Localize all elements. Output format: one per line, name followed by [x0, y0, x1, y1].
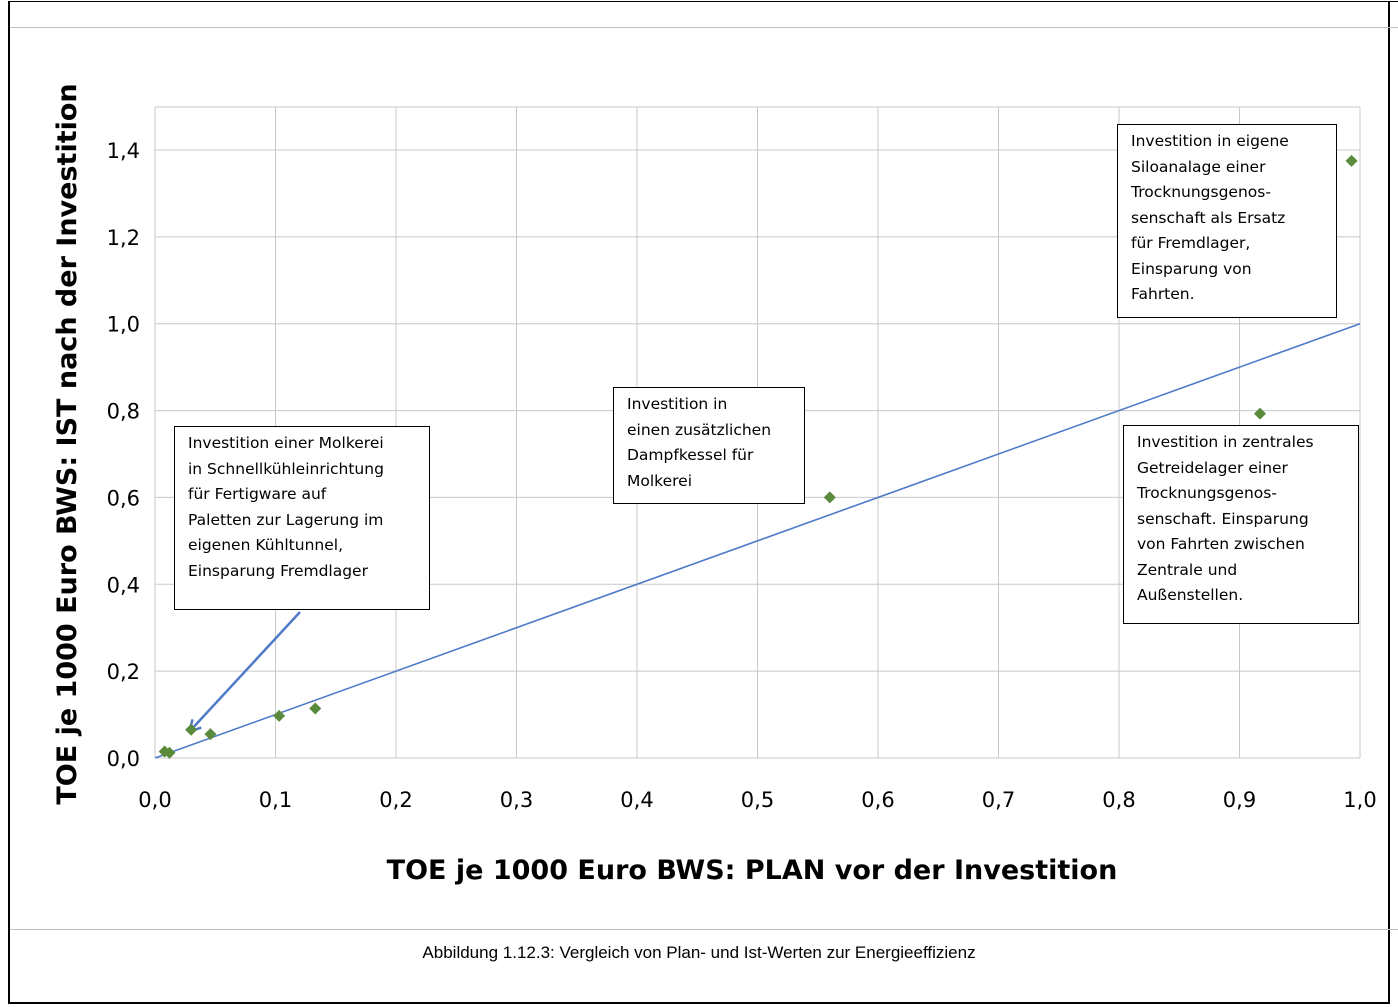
figure-frame-top	[8, 1, 1398, 2]
x-tick-label: 0,0	[138, 788, 171, 812]
y-tick-label: 0,8	[107, 400, 140, 424]
y-axis-title: TOE je 1000 Euro BWS: IST nach der Inves…	[52, 83, 83, 804]
y-tick-label: 0,4	[107, 573, 140, 597]
data-point	[309, 702, 322, 715]
x-tick-label: 0,1	[259, 788, 292, 812]
y-tick-label: 1,2	[107, 226, 140, 250]
data-point	[823, 491, 836, 504]
figure-frame	[8, 1, 1390, 1004]
x-tick-labels: 0,0 0,1 0,2 0,3 0,4 0,5 0,6 0,7 0,8 0,9 1,0	[138, 788, 1376, 812]
x-tick-label: 0,4	[620, 788, 653, 812]
figure-caption: Abbildung 1.12.3: Vergleich von Plan- un…	[422, 943, 976, 962]
x-tick-label: 0,2	[379, 788, 412, 812]
data-point	[1253, 407, 1266, 420]
x-tick-label: 0,3	[500, 788, 533, 812]
annotation-molkerei-kuehlung: Investition einer Molkerei in Schnellküh…	[174, 426, 430, 610]
data-point	[204, 728, 217, 741]
annotation-siloanlage: Investition in eigene Siloanalage einer …	[1117, 124, 1337, 318]
data-points	[158, 154, 1358, 759]
annotation-getreidelager: Investition in zentrales Getreidelager e…	[1123, 425, 1359, 624]
y-tick-labels: 0,0 0,2 0,4 0,6 0,8 1,0 1,2 1,4	[107, 139, 140, 771]
x-tick-label: 0,7	[982, 788, 1015, 812]
x-tick-label: 0,8	[1102, 788, 1135, 812]
data-point	[273, 709, 286, 722]
x-axis-title: TOE je 1000 Euro BWS: PLAN vor der Inves…	[387, 855, 1118, 886]
y-tick-label: 0,2	[107, 660, 140, 684]
x-tick-label: 0,6	[861, 788, 894, 812]
y-tick-label: 1,4	[107, 139, 140, 163]
annotation-dampfkessel: Investition in einen zusätzlichen Dampfk…	[613, 387, 805, 504]
data-point	[185, 723, 198, 736]
annotation-arrow	[190, 611, 301, 731]
y-tick-label: 0,0	[107, 747, 140, 771]
data-point	[163, 746, 176, 759]
y-tick-label: 1,0	[107, 313, 140, 337]
x-tick-label: 0,5	[741, 788, 774, 812]
data-point	[1345, 154, 1358, 167]
trendline	[154, 322, 1361, 759]
x-tick-label: 1,0	[1343, 788, 1376, 812]
y-tick-label: 0,6	[107, 486, 140, 510]
x-tick-label: 0,9	[1223, 788, 1256, 812]
chart-area	[10, 27, 1398, 930]
